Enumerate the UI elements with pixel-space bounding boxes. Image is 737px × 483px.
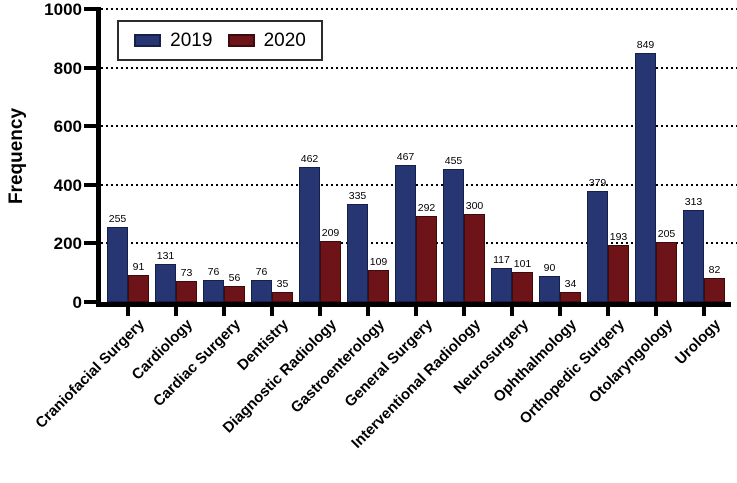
- value-label-2020-urology: 82: [708, 264, 721, 276]
- bar-2020-dentistry: [272, 292, 293, 302]
- bar-2020-neurosurgery: [512, 272, 533, 302]
- legend-label-2020: 2020: [263, 29, 306, 51]
- x-tick-craniofacial-surgery: [126, 307, 130, 316]
- value-label-2019-urology: 313: [684, 196, 703, 208]
- value-label-2020-otolaryngology: 205: [657, 228, 676, 240]
- legend-swatch-2020: [227, 34, 255, 47]
- bar-2019-interventional-radiology: [443, 169, 464, 302]
- x-tick-general-surgery: [414, 307, 418, 316]
- x-tick-orthopedic-surgery: [606, 307, 610, 316]
- bar-2019-urology: [683, 210, 704, 302]
- bar-2019-otolaryngology: [635, 53, 656, 302]
- bar-2019-gastroenterology: [347, 204, 368, 302]
- bar-2020-ophthalmology: [560, 292, 581, 302]
- y-axis-line: [96, 7, 101, 307]
- value-label-2019-ophthalmology: 90: [543, 262, 556, 274]
- bar-2019-neurosurgery: [491, 268, 512, 302]
- bar-2020-gastroenterology: [368, 270, 389, 302]
- value-label-2019-cardiology: 131: [156, 250, 175, 262]
- y-tick-800: [84, 66, 96, 70]
- gridline-600: [101, 125, 737, 127]
- value-label-2019-gastroenterology: 335: [348, 190, 367, 202]
- x-tick-neurosurgery: [510, 307, 514, 316]
- legend-swatch-2019: [134, 34, 162, 47]
- value-label-2019-otolaryngology: 849: [636, 39, 655, 51]
- y-tick-label-400: 400: [53, 176, 82, 195]
- y-tick-label-600: 600: [53, 117, 82, 136]
- gridline-400: [101, 184, 737, 186]
- y-axis-title: Frequency: [6, 107, 27, 205]
- legend-item-2019: 2019: [134, 30, 212, 52]
- y-tick-0: [84, 300, 96, 304]
- bar-2019-cardiac-surgery: [203, 280, 224, 302]
- value-label-2019-diagnostic-radiology: 462: [300, 153, 319, 165]
- bar-2020-cardiac-surgery: [224, 286, 245, 302]
- bar-2020-diagnostic-radiology: [320, 241, 341, 302]
- gridline-800: [101, 67, 737, 69]
- x-label-craniofacial-surgery: Craniofacial Surgery: [32, 316, 149, 432]
- x-tick-diagnostic-radiology: [318, 307, 322, 316]
- x-tick-urology: [702, 307, 706, 316]
- bar-2019-general-surgery: [395, 165, 416, 302]
- x-tick-gastroenterology: [366, 307, 370, 316]
- value-label-2020-craniofacial-surgery: 91: [132, 261, 145, 273]
- bar-2020-general-surgery: [416, 216, 437, 302]
- value-label-2019-interventional-radiology: 455: [444, 155, 463, 167]
- value-label-2019-neurosurgery: 117: [493, 254, 510, 266]
- value-label-2020-general-surgery: 292: [417, 202, 436, 214]
- value-label-2020-cardiac-surgery: 56: [228, 272, 241, 284]
- y-tick-600: [84, 124, 96, 128]
- legend-item-2020: 2020: [227, 29, 306, 52]
- y-tick-label-0: 0: [72, 293, 82, 312]
- value-label-2020-cardiology: 73: [180, 267, 193, 279]
- bar-2019-cardiology: [155, 264, 176, 302]
- bar-2020-urology: [704, 278, 725, 302]
- bar-2020-cardiology: [176, 281, 197, 302]
- value-label-2019-dentistry: 76: [255, 266, 268, 278]
- y-tick-label-1000: 1000: [44, 0, 82, 19]
- gridline-1000: [101, 8, 737, 10]
- x-tick-ophthalmology: [558, 307, 562, 316]
- bar-2019-craniofacial-surgery: [107, 227, 128, 302]
- value-label-2020-gastroenterology: 109: [369, 256, 388, 268]
- value-label-2020-diagnostic-radiology: 209: [321, 227, 340, 239]
- x-tick-dentistry: [270, 307, 274, 316]
- bar-2019-diagnostic-radiology: [299, 167, 320, 302]
- bar-2019-orthopedic-surgery: [587, 191, 608, 302]
- value-label-2020-dentistry: 35: [276, 278, 289, 290]
- value-label-2019-general-surgery: 467: [396, 151, 415, 163]
- value-label-2019-orthopedic-surgery: 379: [588, 177, 607, 189]
- bar-2020-interventional-radiology: [464, 214, 485, 302]
- y-tick-label-800: 800: [53, 59, 82, 78]
- bar-2020-craniofacial-surgery: [128, 275, 149, 302]
- x-label-urology: Urology: [671, 316, 725, 369]
- legend-label-2019: 2019: [170, 29, 213, 51]
- bar-2019-ophthalmology: [539, 276, 560, 302]
- bar-2019-dentistry: [251, 280, 272, 302]
- value-label-2020-interventional-radiology: 300: [465, 200, 484, 212]
- y-tick-400: [84, 183, 96, 187]
- value-label-2019-cardiac-surgery: 76: [207, 266, 220, 278]
- bar-2020-orthopedic-surgery: [608, 245, 629, 302]
- x-axis-line: [96, 302, 731, 307]
- value-label-2020-neurosurgery: 101: [513, 258, 532, 270]
- value-label-2020-orthopedic-surgery: 193: [609, 231, 628, 243]
- x-tick-interventional-radiology: [462, 307, 466, 316]
- legend: 2019 2020: [117, 20, 323, 61]
- x-tick-cardiology: [174, 307, 178, 316]
- bar-2020-otolaryngology: [656, 242, 677, 302]
- x-tick-otolaryngology: [654, 307, 658, 316]
- y-tick-label-200: 200: [53, 234, 82, 253]
- value-label-2019-craniofacial-surgery: 255: [108, 213, 127, 225]
- value-label-2020-ophthalmology: 34: [564, 278, 577, 290]
- y-tick-1000: [84, 7, 96, 11]
- y-tick-200: [84, 241, 96, 245]
- x-tick-cardiac-surgery: [222, 307, 226, 316]
